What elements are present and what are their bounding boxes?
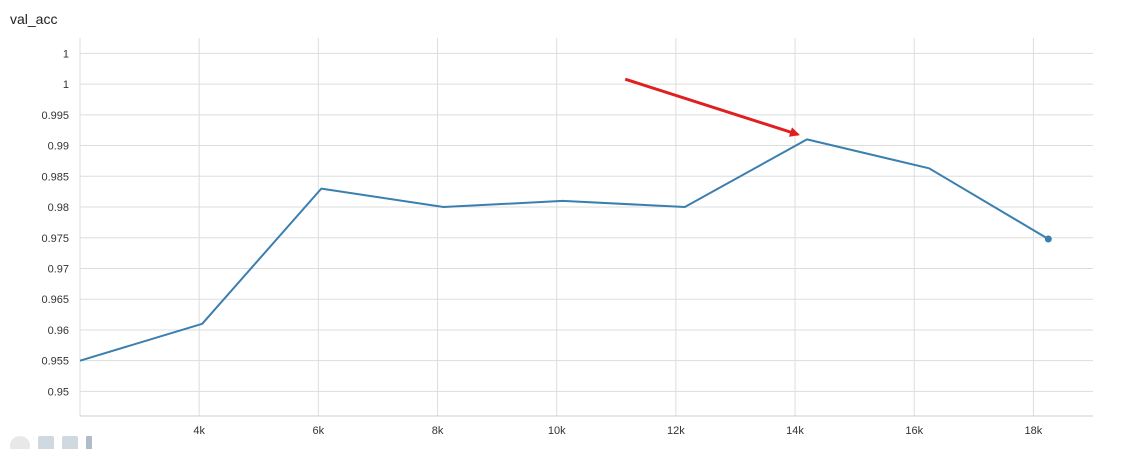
- expand-icon[interactable]: [10, 436, 30, 449]
- axes: 0.95 0.955 0.96 0.965 0.97 0.975 0.98 0.985 0.99…: [41, 38, 1093, 437]
- x-tick-label: 8k: [432, 425, 444, 437]
- y-tick-label: 0.96: [48, 325, 69, 337]
- y-tick-label: 1: [63, 79, 69, 91]
- last-point-marker: [1044, 235, 1052, 243]
- chart-toolbar: [10, 436, 92, 449]
- x-tick-label: 12k: [667, 425, 685, 437]
- val-acc-series-line: [79, 138, 1049, 362]
- y-tick-label: 0.98: [48, 202, 69, 214]
- x-tick-label: 14k: [786, 425, 804, 437]
- y-tick-label: 0.99: [48, 141, 69, 153]
- x-tick-label: 4k: [193, 425, 205, 437]
- lines-icon[interactable]: [38, 436, 54, 449]
- series-layer: [79, 138, 1052, 362]
- y-tick-label: 0.985: [41, 171, 69, 183]
- fit-domain-icon[interactable]: [62, 436, 78, 449]
- y-tick-label: 0.95: [48, 386, 69, 398]
- annotation-layer: [624, 77, 800, 137]
- red-arrow-annotation: [624, 77, 800, 137]
- chart-title: val_acc: [10, 11, 58, 27]
- y-tick-label: 1: [63, 48, 69, 60]
- y-tick-label: 0.995: [41, 110, 69, 122]
- y-tick-label: 0.975: [41, 233, 69, 245]
- y-tick-label: 0.97: [48, 263, 69, 275]
- grid: [80, 38, 1093, 416]
- x-tick-label: 18k: [1025, 425, 1043, 437]
- x-tick-label: 10k: [548, 425, 566, 437]
- y-tick-label: 0.955: [41, 356, 69, 368]
- y-tick-label: 0.965: [41, 294, 69, 306]
- download-icon[interactable]: [86, 436, 92, 449]
- x-tick-label: 16k: [905, 425, 923, 437]
- x-tick-label: 6k: [313, 425, 325, 437]
